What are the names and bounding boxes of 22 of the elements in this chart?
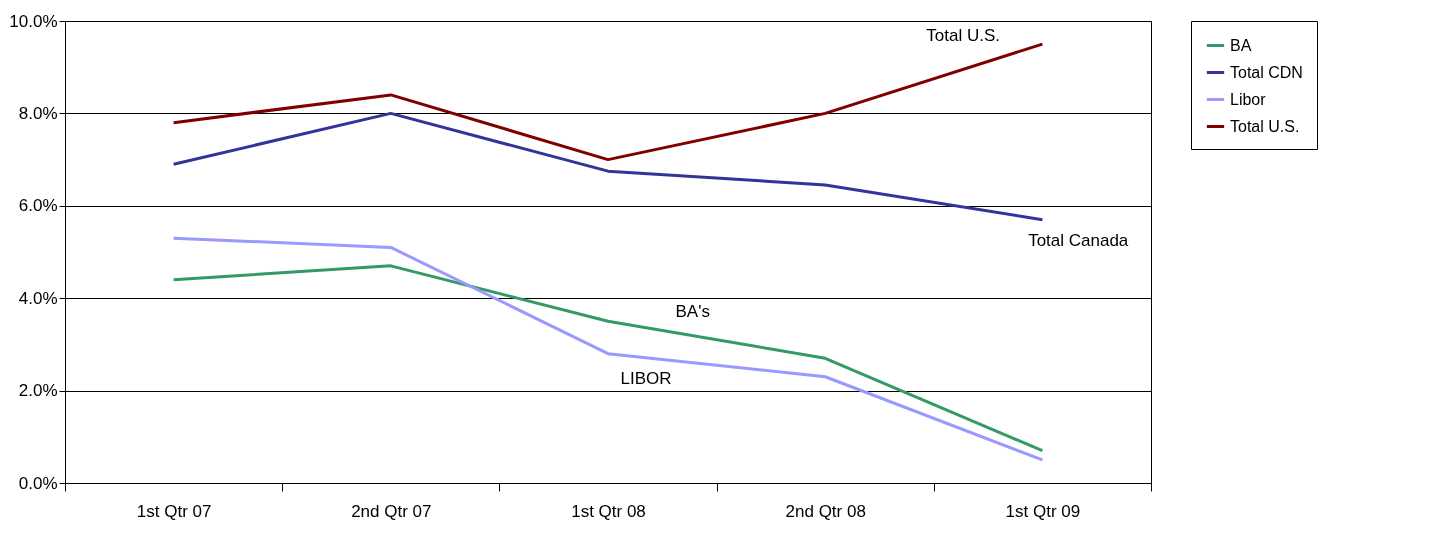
- x-tick-label: 2nd Qtr 08: [785, 501, 866, 521]
- y-tick-label: 4.0%: [18, 288, 58, 308]
- legend-label: BA: [1230, 36, 1252, 54]
- annotation: Total U.S.: [926, 25, 1000, 45]
- annotation: Total Canada: [1028, 230, 1129, 250]
- legend-label: Libor: [1230, 90, 1267, 108]
- y-tick-label: 0.0%: [18, 473, 58, 493]
- line-series: [172, 264, 1044, 453]
- x-tick-label: 1st Qtr 08: [571, 501, 646, 521]
- x-tick-label: 1st Qtr 09: [1005, 501, 1081, 521]
- y-tick-label: 6.0%: [18, 196, 58, 216]
- line-series: [172, 42, 1044, 162]
- annotation: BA's: [675, 302, 710, 322]
- annotation: LIBOR: [620, 369, 672, 389]
- line-series: [172, 111, 1044, 222]
- y-tick-label: 8.0%: [18, 103, 58, 123]
- y-tick-label: 10.0%: [9, 11, 58, 31]
- x-tick-label: 2nd Qtr 07: [351, 501, 432, 521]
- x-tick-label: 1st Qtr 07: [136, 501, 212, 521]
- legend-label: Total U.S.: [1230, 117, 1300, 135]
- legend-label: Total CDN: [1230, 63, 1303, 81]
- y-tick-label: 2.0%: [18, 381, 58, 401]
